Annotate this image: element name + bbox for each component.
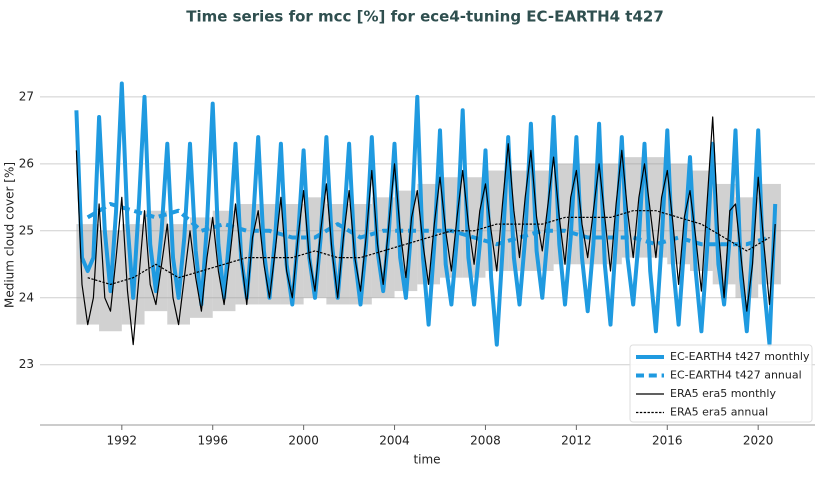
legend-label: ERA5 era5 monthly: [670, 387, 776, 400]
x-tick-label: 2008: [470, 434, 501, 448]
x-tick-label: 2000: [288, 434, 319, 448]
series-line: [87, 210, 770, 285]
x-tick-label: 1996: [197, 434, 228, 448]
y-tick-label: 27: [19, 89, 34, 103]
legend-label: EC-EARTH4 t427 monthly: [670, 350, 810, 363]
legend-label: ERA5 era5 annual: [670, 406, 768, 419]
y-tick-label: 26: [19, 156, 34, 170]
legend-box: [629, 344, 813, 423]
y-tick-label: 23: [19, 357, 34, 371]
y-axis-label: Medium cloud cover [%]: [3, 162, 17, 308]
y-tick-label: 25: [19, 223, 34, 237]
y-tick-label: 24: [19, 290, 34, 304]
legend-label: EC-EARTH4 t427 annual: [670, 369, 802, 382]
x-tick-label: 2020: [743, 434, 774, 448]
x-tick-label: 2004: [379, 434, 410, 448]
series-line: [86, 202, 771, 247]
x-axis-label: time: [413, 453, 440, 467]
x-tick-label: 2012: [561, 434, 592, 448]
series-line: [75, 116, 776, 346]
x-tick-label: 2016: [652, 434, 683, 448]
series-line: [74, 81, 778, 347]
chart-title: Time series for mcc [%] for ece4-tuning …: [186, 8, 664, 26]
x-tick-label: 1992: [107, 434, 138, 448]
